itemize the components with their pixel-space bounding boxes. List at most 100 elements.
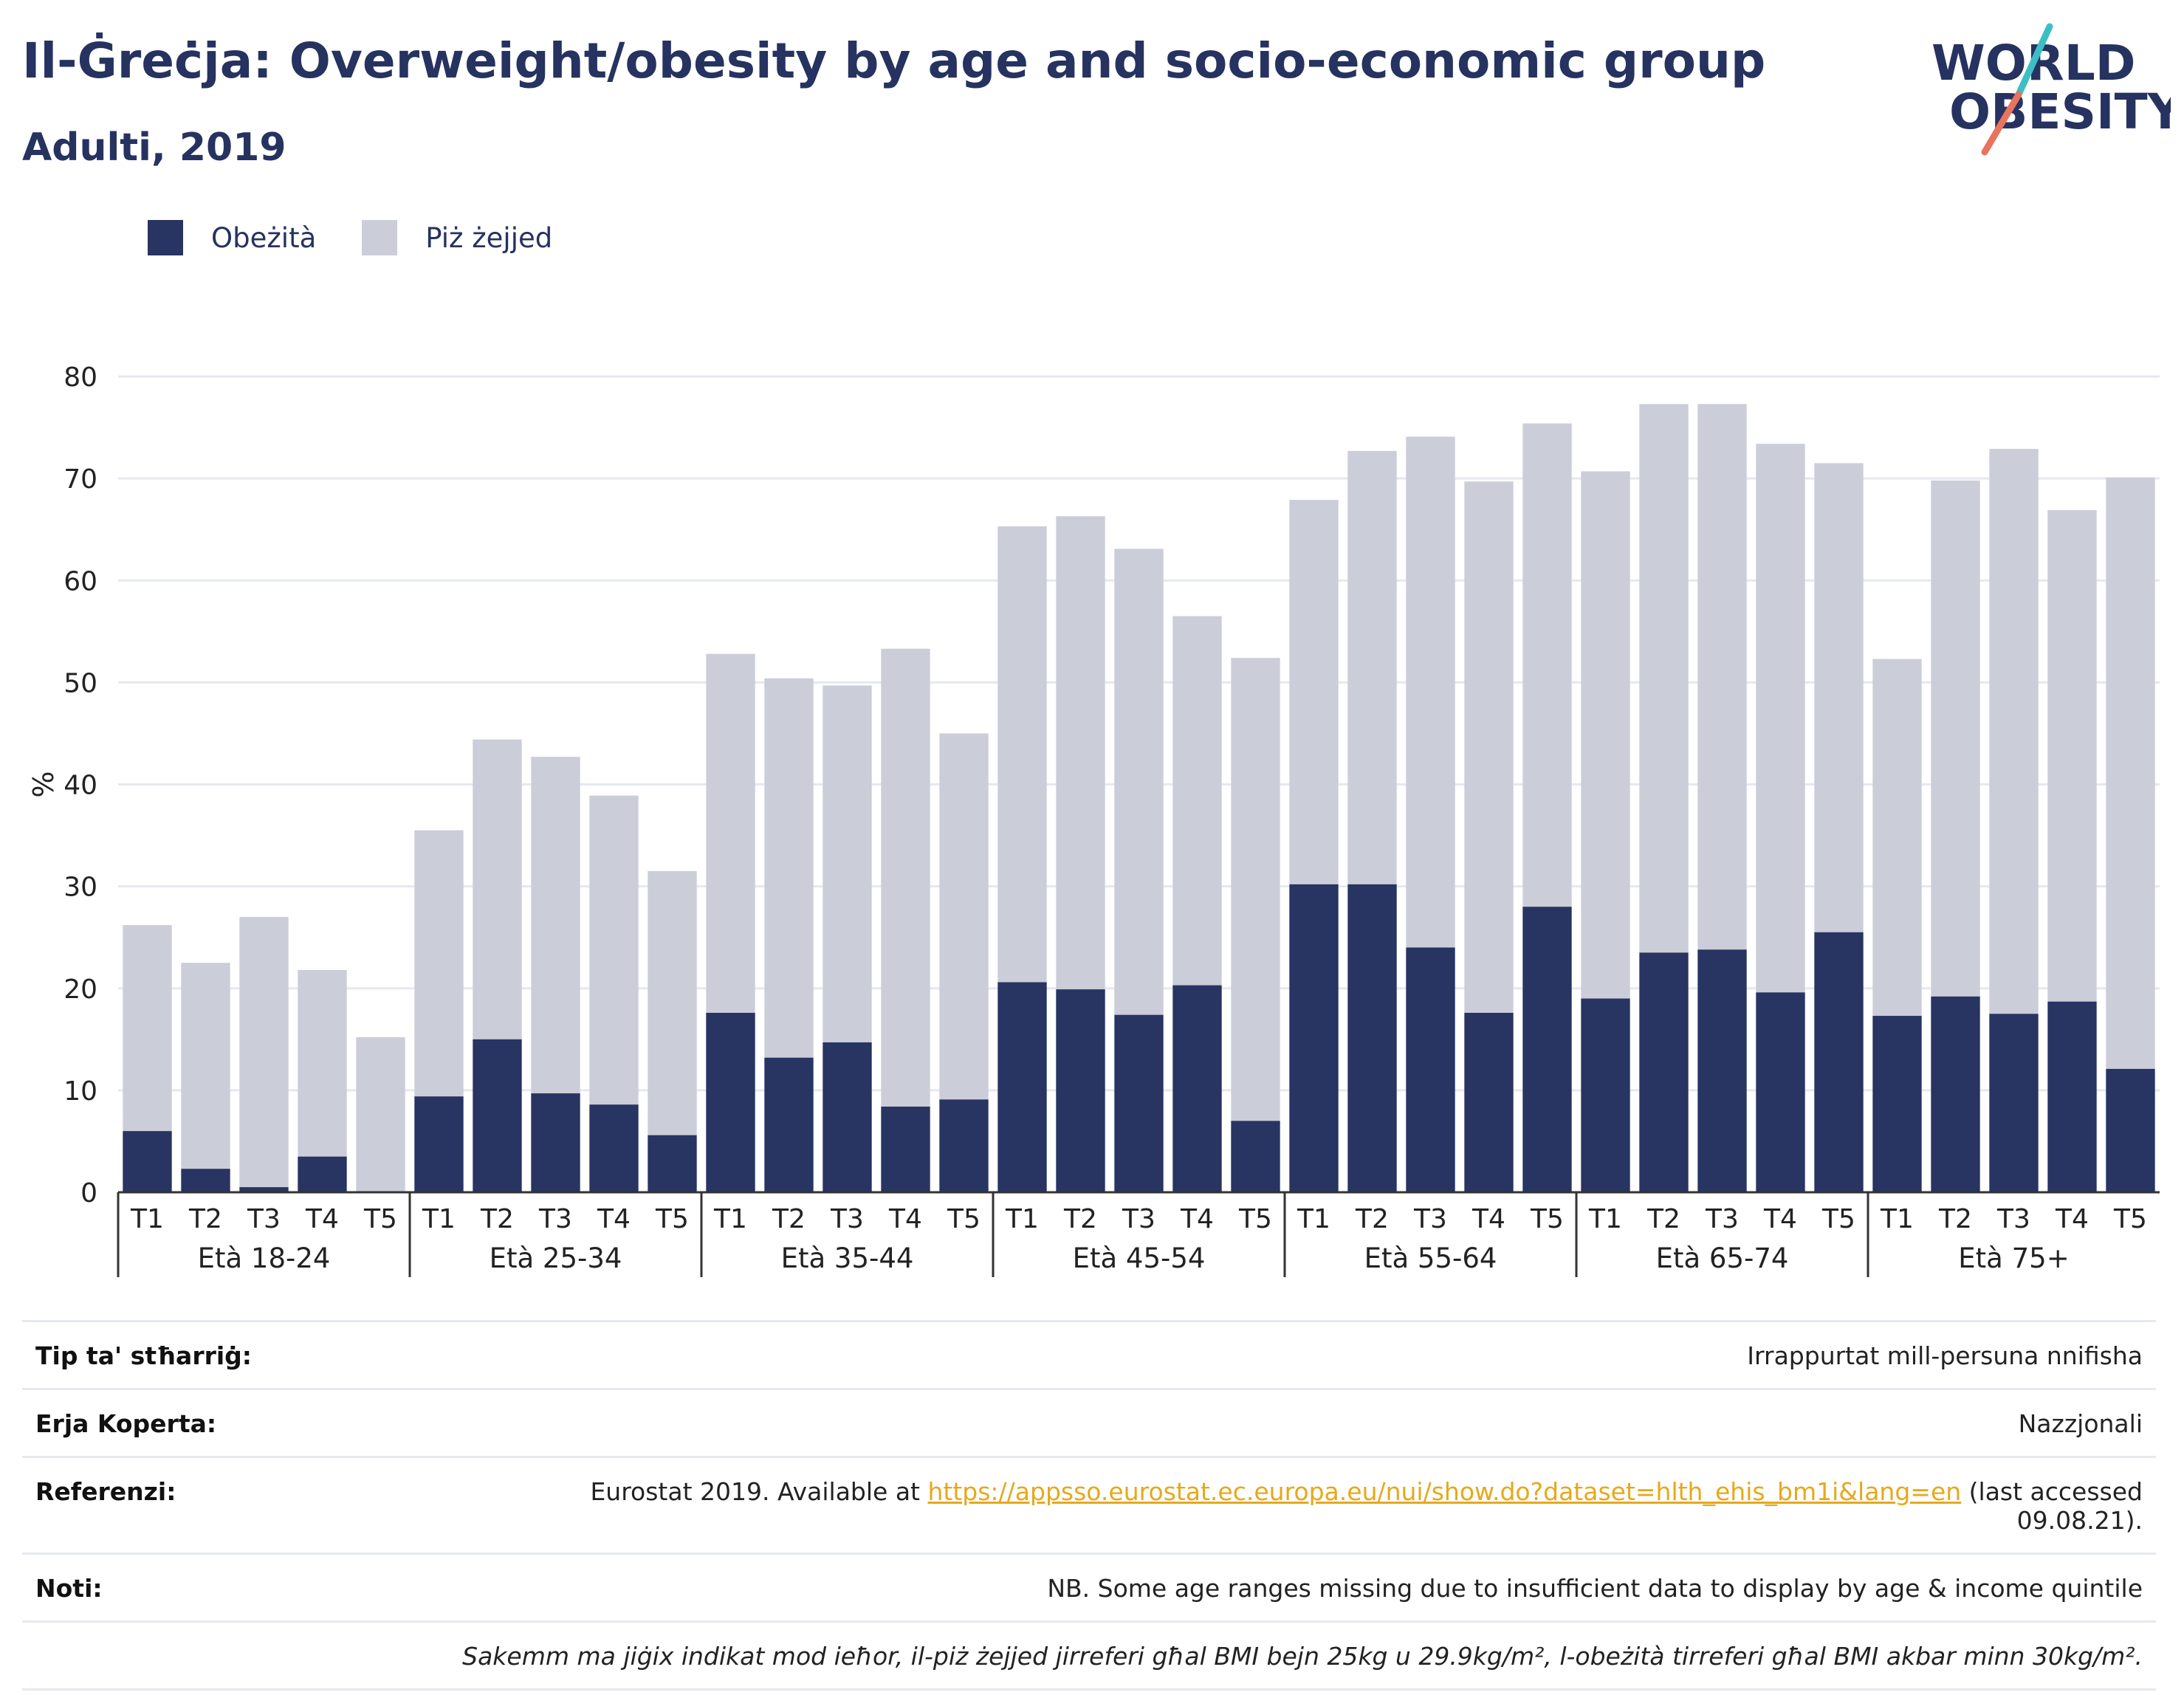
bar-overweight	[1931, 480, 1980, 997]
meta-row-survey-type: Tip ta' stħarriġ: Irrappurtat mill-persu…	[22, 1320, 2156, 1388]
x-tick-label: T4	[1180, 1204, 1214, 1234]
bar-obese	[648, 1135, 697, 1192]
x-tick-label: T4	[1763, 1204, 1797, 1234]
bar-obese	[1114, 1014, 1164, 1192]
x-tick-label: T1	[1297, 1204, 1330, 1234]
group-label: Età 45-54	[1073, 1242, 1206, 1274]
bar-obese	[881, 1106, 930, 1192]
chart-title: Il-Ġreċja: Overweight/obesity by age and…	[22, 32, 1766, 89]
bar-overweight	[1872, 659, 1922, 1017]
bar-overweight	[881, 648, 930, 1107]
meta-value-survey-type: Irrappurtat mill-persuna nnifisha	[1747, 1341, 2143, 1370]
bar-obese	[531, 1093, 580, 1192]
bar-obese	[473, 1039, 522, 1192]
bar-obese	[706, 1012, 755, 1192]
bar-overweight	[997, 526, 1047, 983]
bar-overweight	[298, 969, 347, 1157]
y-tick-label: 40	[63, 771, 97, 801]
meta-label-area-covered: Erja Koperta:	[35, 1409, 217, 1438]
bar-obese	[1581, 998, 1630, 1192]
bar-overweight	[2106, 477, 2155, 1069]
bar-overweight	[1056, 516, 1105, 990]
x-tick-label: T4	[305, 1204, 339, 1234]
y-axis-label: %	[27, 771, 60, 797]
x-tick-label: T3	[538, 1204, 572, 1234]
reference-suffix: (last accessed	[1961, 1477, 2143, 1506]
bar-overweight	[531, 757, 580, 1094]
metadata-table: Tip ta' stħarriġ: Irrappurtat mill-persu…	[22, 1320, 2156, 1691]
x-tick-label: T1	[1005, 1204, 1039, 1234]
x-tick-label: T3	[1122, 1204, 1155, 1234]
bar-obese	[239, 1187, 289, 1192]
bar-overweight	[1756, 444, 1805, 993]
x-tick-label: T3	[830, 1204, 864, 1234]
meta-row-references: Referenzi: Eurostat 2019. Available at h…	[22, 1456, 2156, 1553]
bar-obese	[1697, 949, 1747, 1192]
x-tick-label: T2	[1646, 1204, 1680, 1234]
x-tick-label: T1	[1880, 1204, 1914, 1234]
legend-swatch-overweight	[362, 220, 398, 255]
bar-overweight	[1522, 423, 1572, 907]
y-tick-label: 0	[80, 1178, 97, 1208]
bar-obese	[1989, 1014, 2039, 1192]
group-label: Età 75+	[1958, 1242, 2069, 1274]
bar-overweight	[356, 1037, 405, 1192]
bar-obese	[2106, 1068, 2155, 1192]
bar-overweight	[589, 795, 639, 1105]
bar-obese	[2047, 1001, 2097, 1192]
x-tick-label: T4	[597, 1204, 631, 1234]
x-tick-label: T1	[1588, 1204, 1622, 1234]
bar-obese	[1756, 992, 1805, 1192]
meta-label-references: Referenzi:	[35, 1477, 176, 1506]
bar-overweight	[473, 739, 522, 1039]
bar-obese	[1172, 985, 1222, 1192]
bar-overweight	[1406, 436, 1455, 948]
meta-value-area-covered: Nazzjonali	[2018, 1409, 2143, 1438]
bar-overweight	[1114, 549, 1164, 1015]
bar-obese	[764, 1057, 814, 1192]
logo-slash-teal	[2015, 23, 2053, 98]
bar-overweight	[823, 685, 872, 1042]
bar-obese	[1522, 907, 1572, 1192]
bar-obese	[181, 1169, 230, 1192]
y-tick-label: 10	[63, 1076, 97, 1107]
x-tick-label: T2	[1938, 1204, 1972, 1234]
chart-subtitle: Adulti, 2019	[22, 126, 286, 170]
x-tick-label: T4	[1472, 1204, 1505, 1234]
x-tick-label: T3	[247, 1204, 281, 1234]
bar-obese	[1347, 884, 1397, 1192]
x-tick-label: T1	[130, 1204, 164, 1234]
bar-overweight	[1231, 658, 1280, 1121]
y-tick-label: 60	[63, 566, 97, 596]
logo-word-obesity: OBESITY	[1949, 83, 2171, 140]
bar-obese	[1814, 932, 1864, 1192]
bar-overweight	[939, 733, 989, 1100]
x-tick-label: T2	[1063, 1204, 1097, 1234]
bar-obese	[1872, 1016, 1922, 1192]
x-tick-label: T5	[1821, 1204, 1855, 1234]
reference-accessed-date: 09.08.21).	[2016, 1506, 2143, 1535]
legend-item-obese[interactable]: Obeżità	[148, 220, 316, 255]
bar-overweight	[239, 917, 289, 1188]
x-tick-label: T3	[1996, 1204, 2030, 1234]
bar-obese	[1056, 989, 1105, 1192]
x-tick-label: T2	[772, 1204, 806, 1234]
legend-item-overweight[interactable]: Piż żejjed	[362, 220, 552, 255]
world-obesity-logo: WORLD OBESITY	[1931, 23, 2171, 156]
bar-overweight	[2047, 509, 2097, 1002]
x-tick-label: T2	[1355, 1204, 1389, 1234]
x-tick-label: T5	[1530, 1204, 1564, 1234]
bar-overweight	[1464, 481, 1514, 1013]
x-tick-label: T4	[888, 1204, 922, 1234]
group-label: Età 55-64	[1364, 1242, 1497, 1274]
x-tick-label: T1	[713, 1204, 747, 1234]
x-tick-label: T5	[363, 1204, 397, 1234]
meta-row-footnote: Sakemm ma jiġix indikat mod ieħor, il-pi…	[22, 1620, 2156, 1691]
bar-overweight	[1814, 463, 1864, 932]
chart-legend: Obeżità Piż żejjed	[148, 220, 598, 255]
legend-label-overweight: Piż żejjed	[425, 221, 553, 254]
reference-link[interactable]: https://appsso.eurostat.ec.europa.eu/nui…	[927, 1477, 1962, 1506]
x-tick-label: T5	[2113, 1204, 2147, 1234]
bar-obese	[1931, 996, 1980, 1192]
bar-overweight	[1172, 616, 1222, 986]
